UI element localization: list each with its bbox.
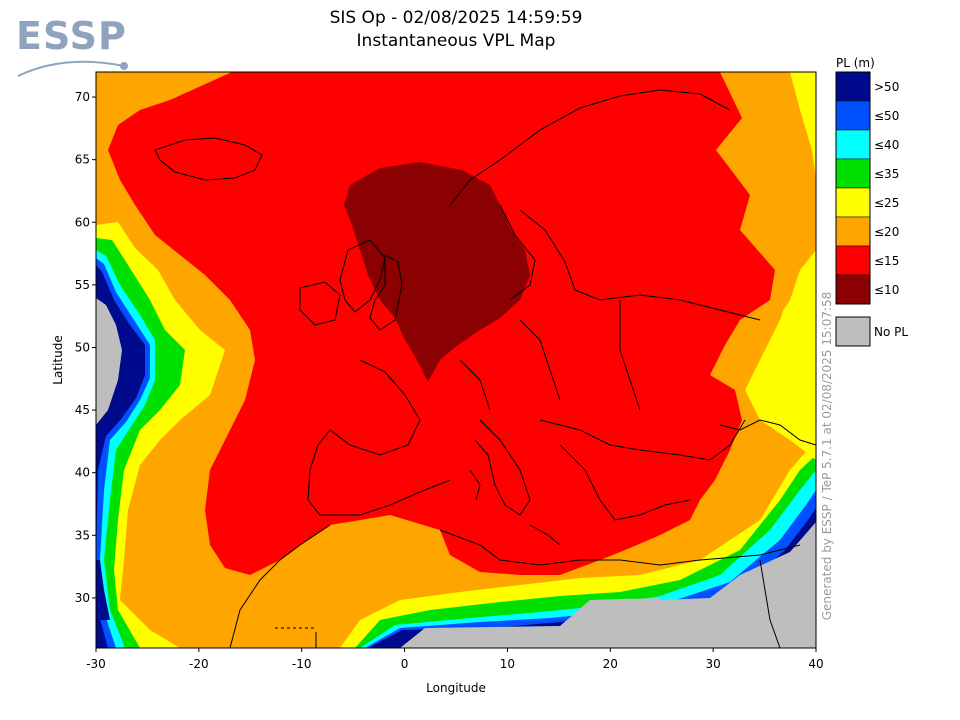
legend-label: ≤50 [874,109,899,123]
legend-label: >50 [874,80,899,94]
x-tick-label: 40 [808,657,823,671]
legend: PL (m) >50 ≤50 ≤40 ≤35 ≤25 ≤20 ≤15 ≤10 No PL [835,56,908,347]
x-axis-label: Longitude [426,681,486,695]
x-tick-label: -10 [292,657,312,671]
zone-nopl-west [96,298,122,425]
x-tick-label: -30 [86,657,106,671]
legend-swatch [835,274,871,305]
y-tick-label: 45 [75,403,90,417]
x-tick-label: 10 [500,657,515,671]
legend-label: ≤35 [874,167,899,181]
y-tick-label: 55 [75,278,90,292]
y-tick-label: 65 [75,153,90,167]
chart-subtitle: Instantaneous VPL Map [356,31,556,51]
legend-swatch [835,216,871,247]
legend-label: ≤20 [874,225,899,239]
x-tick-label: 20 [603,657,618,671]
legend-label: ≤25 [874,196,899,210]
zone-darkred-core [344,162,530,382]
logo-arc-icon [17,60,128,77]
plot-frame [95,71,817,649]
y-tick-label: 60 [75,215,90,229]
y-tick-label: 70 [75,90,90,104]
legend-label: ≤10 [874,283,899,297]
legend-nopl-swatch [835,316,871,347]
chart-title: SIS Op - 02/08/2025 14:59:59 [329,8,583,28]
y-tick-label: 40 [75,466,90,480]
x-axis: -30 -20 -10 0 10 20 30 40 [86,648,824,671]
plot-area [96,72,816,648]
x-tick-label: 0 [401,657,409,671]
y-tick-label: 30 [75,591,90,605]
legend-swatch [835,245,871,276]
x-tick-label: -20 [189,657,209,671]
legend-nopl-label: No PL [874,325,908,339]
coastlines [154,89,816,648]
zone-navy-west-2 [96,560,110,620]
legend-swatch [835,158,871,189]
y-axis: 30 35 40 45 50 55 60 65 70 [75,90,96,605]
legend-swatch [835,100,871,131]
legend-label: ≤15 [874,254,899,268]
y-tick-label: 50 [75,340,90,354]
legend-title: PL (m) [836,56,875,70]
x-tick-label: 30 [706,657,721,671]
essp-logo: ESSP [14,14,134,84]
y-tick-label: 35 [75,528,90,542]
y-axis-label: Latitude [51,335,65,384]
zone-nopl-southeast [660,522,816,648]
credit-text: Generated by ESSP / TeP 5.7.1 at 02/08/2… [820,292,834,621]
legend-label: ≤40 [874,138,899,152]
zone-nopl-south [400,598,660,648]
logo-text: ESSP [16,14,127,58]
legend-swatch [835,187,871,218]
legend-swatch [835,71,871,102]
legend-swatch [835,129,871,160]
legend-frame [835,71,871,305]
